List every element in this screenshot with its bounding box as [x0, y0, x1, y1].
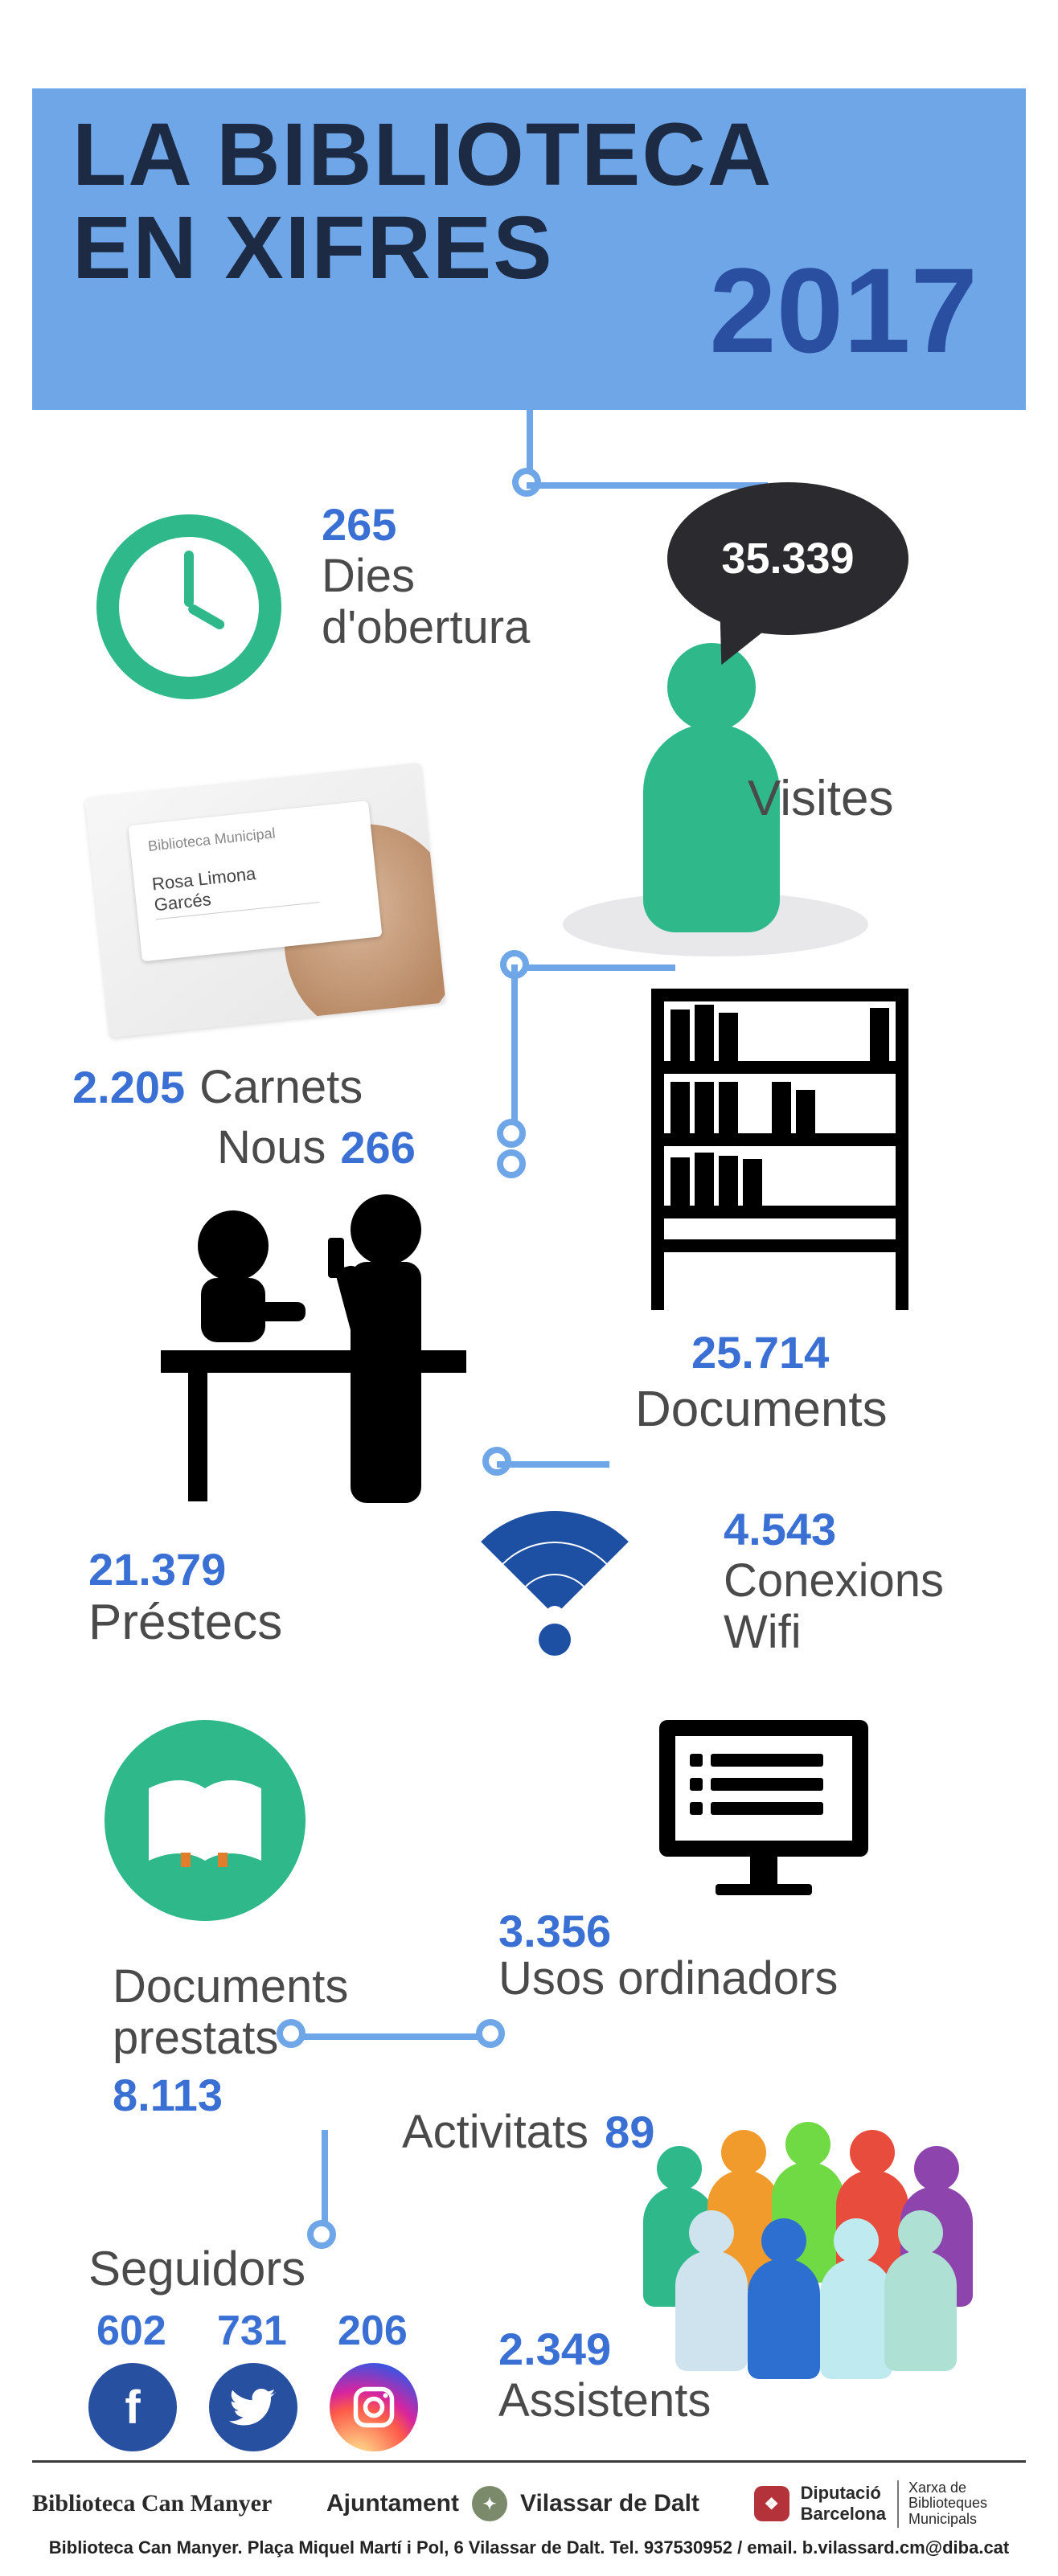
connector-line	[511, 964, 518, 1125]
visites-label: Visites	[748, 772, 894, 826]
connector-dot	[497, 1149, 526, 1178]
dies-value: 265	[322, 498, 530, 551]
connector-line	[322, 2130, 328, 2226]
dies-label-1: Dies	[322, 551, 530, 602]
monitor-icon	[659, 1720, 868, 1897]
loan-desk-icon	[145, 1190, 482, 1527]
dies-label-2: d'obertura	[322, 602, 530, 653]
open-book-icon	[105, 1720, 306, 1921]
title-line-2: EN XIFRES	[72, 202, 773, 295]
library-card-image: Biblioteca Municipal Rosa Limona Garcés	[84, 763, 445, 1038]
connector-line	[527, 482, 768, 489]
assistents-label: Assistents	[498, 2375, 711, 2427]
connector-dot	[277, 2019, 306, 2048]
conexions-label-2: Wifi	[724, 1607, 944, 1658]
title-line-1: LA BIBLIOTECA	[72, 109, 773, 202]
seguidors-fb-value: 602	[96, 2307, 166, 2355]
footer-mid-1: Ajuntament	[326, 2490, 459, 2517]
footer-bar: Biblioteca Can Manyer Ajuntament ✦ Vilas…	[32, 2460, 1026, 2528]
seguidors-ig-value: 206	[338, 2307, 408, 2355]
carnets-label: Carnets	[199, 1062, 363, 1113]
activitats-label: Activitats	[402, 2107, 588, 2158]
diputacio-icon: ❖	[754, 2486, 789, 2521]
prestecs-value: 21.379	[88, 1543, 282, 1595]
seguidors-heading: Seguidors	[88, 2242, 306, 2295]
card-line-1: Biblioteca Municipal	[147, 817, 354, 855]
carnets-value: 2.205	[72, 1061, 185, 1113]
card-line-2: Rosa Limona Garcés	[151, 857, 320, 919]
clock-icon	[96, 514, 281, 699]
connector-line	[497, 1461, 609, 1468]
documents-value: 25.714	[691, 1326, 829, 1378]
connector-dot	[307, 2220, 336, 2249]
doc-prestats-value: 8.113	[113, 2069, 348, 2121]
prestecs-label: Préstecs	[88, 1595, 282, 1650]
title-block: LA BIBLIOTECA EN XIFRES	[72, 109, 773, 294]
footer-right-2: Barcelona	[801, 2504, 886, 2524]
crest-icon: ✦	[472, 2486, 507, 2521]
bookshelf-icon	[651, 989, 908, 1310]
doc-prestats-label-1: Documents	[113, 1961, 348, 2013]
seguidors-tw-value: 731	[217, 2307, 287, 2355]
footer-address: Biblioteca Can Manyer. Plaça Miquel Mart…	[32, 2537, 1026, 2558]
connector-line	[515, 964, 675, 971]
wifi-icon	[450, 1511, 659, 1672]
footer-mid-2: Vilassar de Dalt	[520, 2490, 699, 2517]
usos-label: Usos ordinadors	[498, 1953, 838, 2005]
title-year: 2017	[709, 241, 978, 380]
connector-line	[289, 2033, 482, 2040]
conexions-value: 4.543	[724, 1503, 944, 1555]
conexions-label-1: Conexions	[724, 1555, 944, 1607]
footer-right-1: Diputació	[801, 2483, 881, 2503]
documents-label: Documents	[635, 1382, 888, 1437]
assistents-value: 2.349	[498, 2323, 711, 2375]
infographic-canvas: LA BIBLIOTECA EN XIFRES 2017 265 Dies d'…	[0, 0, 1058, 2576]
connector-dot	[497, 1119, 526, 1148]
visites-value: 35.339	[721, 534, 854, 584]
usos-value: 3.356	[498, 1906, 611, 1956]
carnets-sub-value: 266	[340, 1121, 415, 1173]
speech-bubble: 35.339	[667, 482, 908, 635]
carnets-sub-label: Nous	[217, 1122, 326, 1173]
footer-left: Biblioteca Can Manyer	[32, 2490, 272, 2517]
connector-dot	[476, 2019, 505, 2048]
facebook-icon: f	[88, 2363, 177, 2451]
footer-right-3: Xarxa de Biblioteques Municipals	[897, 2480, 1026, 2528]
twitter-icon	[209, 2363, 297, 2451]
instagram-icon	[330, 2363, 418, 2451]
